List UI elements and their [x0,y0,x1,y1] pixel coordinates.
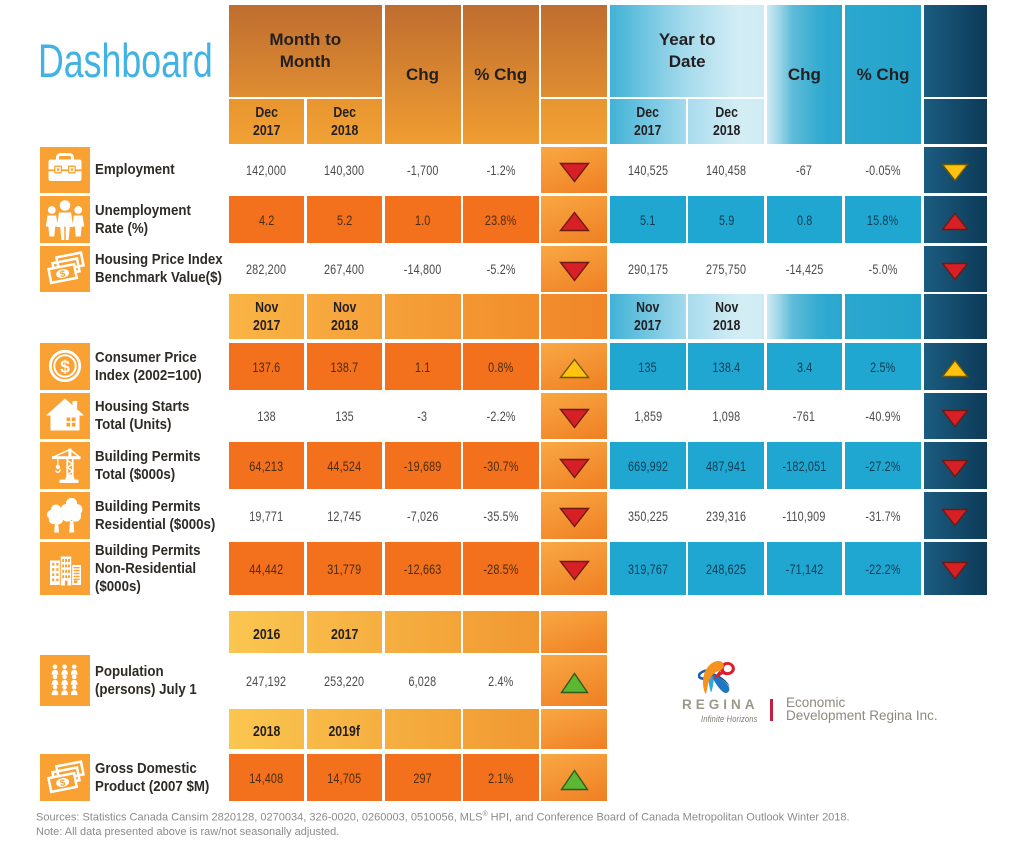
svg-text:$: $ [60,357,70,377]
svg-text:$: $ [59,268,67,280]
svg-text:$: $ [59,777,67,789]
